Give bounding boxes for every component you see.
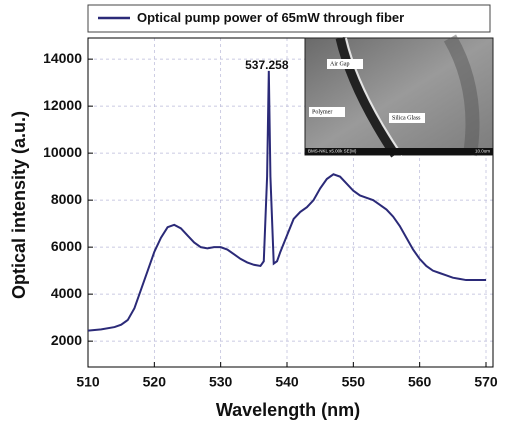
x-tick-label: 540 xyxy=(275,374,299,390)
inset-image: Air Gap Polymer Silica Glass BMS-NKL x5.00k… xyxy=(304,34,494,158)
x-tick-label: 550 xyxy=(342,374,366,390)
y-tick-label: 10000 xyxy=(43,144,82,160)
inset-label-box xyxy=(309,107,345,117)
legend-label: Optical pump power of 65mW through fiber xyxy=(137,10,404,25)
inset-label: Polymer xyxy=(312,109,332,115)
y-tick-label: 14000 xyxy=(43,50,82,66)
y-tick-label: 4000 xyxy=(51,285,82,301)
inset-fiber-highlight xyxy=(345,37,403,156)
inset-label: Silica Glass xyxy=(392,115,421,121)
inset-footer xyxy=(305,148,493,155)
x-tick-label: 510 xyxy=(76,374,100,390)
inset-caption: BMS-NKL x5.00k SE(M) xyxy=(308,149,357,154)
x-tick-label: 570 xyxy=(474,374,498,390)
x-tick-label: 530 xyxy=(209,374,233,390)
y-tick-label: 6000 xyxy=(51,238,82,254)
y-tick-label: 2000 xyxy=(51,332,82,348)
x-tick-label: 520 xyxy=(143,374,167,390)
peak-annotation: 537.258 xyxy=(245,58,289,72)
x-tick-label: 560 xyxy=(408,374,432,390)
inset-label-box xyxy=(389,113,425,123)
plot-frame xyxy=(87,37,494,368)
series-line xyxy=(87,70,486,332)
legend-box xyxy=(87,4,491,33)
y-tick-label: 12000 xyxy=(43,97,82,113)
x-axis-title: Wavelength (nm) xyxy=(216,400,360,420)
inset-scale: 10.0um xyxy=(475,149,490,154)
y-axis-title: Optical intensity (a.u.) xyxy=(9,111,29,299)
inset-shadow xyxy=(443,34,480,157)
inset-label-box xyxy=(327,59,363,69)
y-tick-label: 8000 xyxy=(51,191,82,207)
inset-label: Air Gap xyxy=(330,61,350,67)
inset-fiber-edge xyxy=(335,36,399,158)
